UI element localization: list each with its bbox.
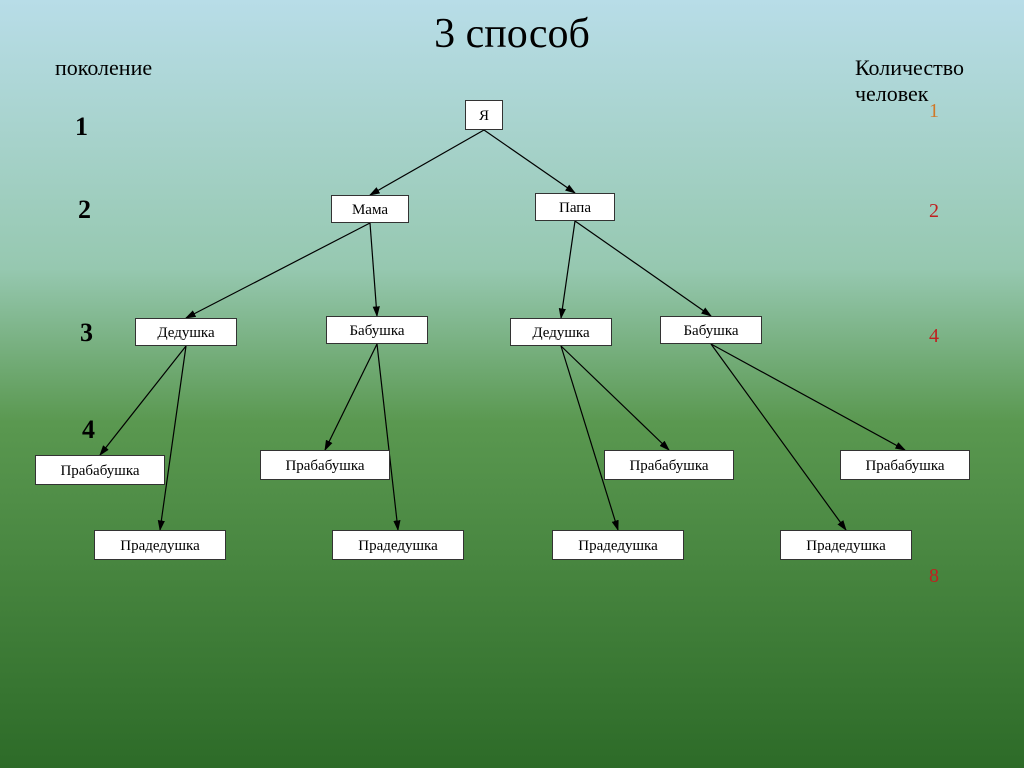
tree-node: Я bbox=[465, 100, 503, 130]
count-label: 1 bbox=[929, 100, 939, 123]
tree-node: Бабушка bbox=[326, 316, 428, 344]
tree-node: Прабабушка bbox=[840, 450, 970, 480]
tree-node: Прабабушка bbox=[604, 450, 734, 480]
tree-node: Бабушка bbox=[660, 316, 762, 344]
page-title: 3 способ bbox=[434, 10, 590, 58]
tree-node: Папа bbox=[535, 193, 615, 221]
generation-label: 4 bbox=[82, 415, 95, 445]
generation-label: 1 bbox=[75, 112, 88, 142]
tree-node: Прадедушка bbox=[780, 530, 912, 560]
generation-label: 3 bbox=[80, 318, 93, 348]
count-label: 2 bbox=[929, 200, 939, 223]
right-column-header: Количествочеловек bbox=[855, 55, 964, 108]
tree-node: Прабабушка bbox=[260, 450, 390, 480]
left-column-header: поколение bbox=[55, 55, 152, 81]
generation-label: 2 bbox=[78, 195, 91, 225]
tree-node: Прадедушка bbox=[332, 530, 464, 560]
count-label: 4 bbox=[929, 325, 939, 348]
tree-node: Прадедушка bbox=[94, 530, 226, 560]
tree-edges bbox=[0, 0, 1024, 768]
tree-node: Мама bbox=[331, 195, 409, 223]
tree-node: Прабабушка bbox=[35, 455, 165, 485]
tree-node: Дедушка bbox=[135, 318, 237, 346]
tree-node: Дедушка bbox=[510, 318, 612, 346]
tree-node: Прадедушка bbox=[552, 530, 684, 560]
count-label: 8 bbox=[929, 565, 939, 588]
